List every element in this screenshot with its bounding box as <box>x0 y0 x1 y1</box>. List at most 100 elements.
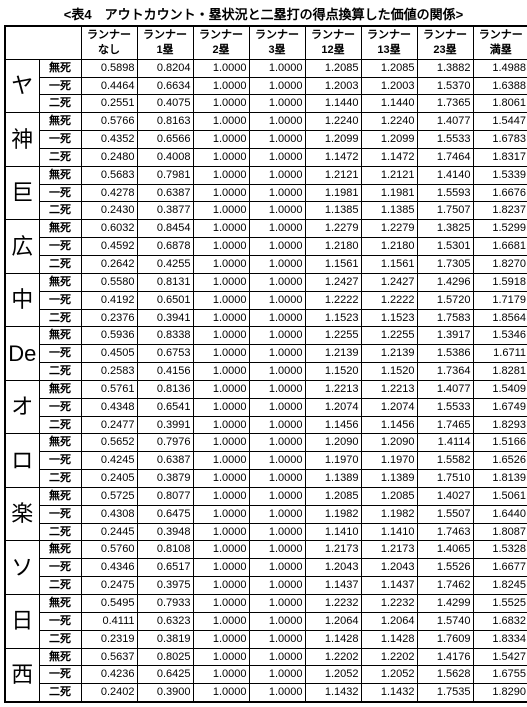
value-cell: 1.0000 <box>193 612 249 630</box>
value-cell: 1.8564 <box>473 309 527 327</box>
outs-label: 一死 <box>39 184 81 202</box>
value-cell: 1.0000 <box>193 184 249 202</box>
value-cell: 1.6677 <box>473 559 527 577</box>
value-cell: 1.5339 <box>473 166 527 184</box>
value-cell: 1.1410 <box>361 523 417 541</box>
col-header-0: ランナーなし <box>81 26 137 59</box>
value-cell: 0.6634 <box>137 77 193 95</box>
value-cell: 1.2139 <box>361 345 417 363</box>
value-cell: 0.3877 <box>137 202 193 220</box>
value-cell: 0.8025 <box>137 648 193 666</box>
value-cell: 0.4075 <box>137 95 193 113</box>
value-cell: 1.0000 <box>193 470 249 488</box>
value-cell: 1.0000 <box>193 487 249 505</box>
value-cell: 1.2064 <box>361 612 417 630</box>
value-cell: 1.8290 <box>473 684 527 702</box>
value-cell: 1.2180 <box>361 238 417 256</box>
value-cell: 1.2279 <box>361 220 417 238</box>
value-cell: 1.0000 <box>249 113 305 131</box>
value-cell: 1.6832 <box>473 612 527 630</box>
value-cell: 1.2213 <box>305 380 361 398</box>
value-cell: 1.4077 <box>417 380 473 398</box>
table-row: 二死0.26420.42551.00001.00001.15611.15611.… <box>5 255 527 273</box>
value-cell: 0.6387 <box>137 184 193 202</box>
value-cell: 0.5580 <box>81 273 137 291</box>
value-cell: 1.0000 <box>193 363 249 381</box>
value-cell: 1.0000 <box>193 113 249 131</box>
value-cell: 1.2222 <box>305 291 361 309</box>
value-cell: 1.1523 <box>305 309 361 327</box>
table-row: 神無死0.57660.81631.00001.00001.22401.22401… <box>5 113 527 131</box>
value-cell: 1.0000 <box>249 148 305 166</box>
value-cell: 1.0000 <box>193 541 249 559</box>
outs-label: 二死 <box>39 684 81 702</box>
value-cell: 0.4352 <box>81 131 137 149</box>
table-row: 一死0.45050.67531.00001.00001.21391.21391.… <box>5 345 527 363</box>
value-cell: 1.4077 <box>417 113 473 131</box>
outs-label: 無死 <box>39 595 81 613</box>
value-cell: 1.8139 <box>473 470 527 488</box>
value-cell: 1.5346 <box>473 327 527 345</box>
value-cell: 1.0000 <box>249 416 305 434</box>
value-cell: 1.8245 <box>473 577 527 595</box>
value-cell: 1.5593 <box>417 184 473 202</box>
value-cell: 1.1970 <box>361 452 417 470</box>
table-row: 楽無死0.57250.80771.00001.00001.20851.20851… <box>5 487 527 505</box>
outs-label: 無死 <box>39 380 81 398</box>
value-cell: 1.5447 <box>473 113 527 131</box>
value-cell: 1.2202 <box>305 648 361 666</box>
value-cell: 1.8270 <box>473 255 527 273</box>
team-label: 中 <box>5 273 39 327</box>
value-cell: 1.8281 <box>473 363 527 381</box>
table-row: 一死0.44640.66341.00001.00001.20031.20031.… <box>5 77 527 95</box>
value-cell: 0.2480 <box>81 148 137 166</box>
value-cell: 1.0000 <box>193 327 249 345</box>
value-cell: 1.8237 <box>473 202 527 220</box>
value-cell: 1.6755 <box>473 666 527 684</box>
data-table: ランナーなしランナー1塁ランナー2塁ランナー3塁ランナー12塁ランナー13塁ラン… <box>4 25 527 703</box>
table-row: 西無死0.56370.80251.00001.00001.22021.22021… <box>5 648 527 666</box>
value-cell: 0.2376 <box>81 309 137 327</box>
value-cell: 1.0000 <box>193 220 249 238</box>
outs-label: 一死 <box>39 612 81 630</box>
value-cell: 1.2043 <box>305 559 361 577</box>
outs-label: 二死 <box>39 255 81 273</box>
outs-label: 一死 <box>39 77 81 95</box>
value-cell: 0.4505 <box>81 345 137 363</box>
header-blank <box>5 26 81 59</box>
value-cell: 0.8131 <box>137 273 193 291</box>
value-cell: 1.5061 <box>473 487 527 505</box>
value-cell: 0.7976 <box>137 434 193 452</box>
table-header: ランナーなしランナー1塁ランナー2塁ランナー3塁ランナー12塁ランナー13塁ラン… <box>5 26 527 59</box>
team-label: ソ <box>5 541 39 595</box>
value-cell: 1.8293 <box>473 416 527 434</box>
table-row: ソ無死0.57600.81081.00001.00001.21731.21731… <box>5 541 527 559</box>
outs-label: 無死 <box>39 220 81 238</box>
value-cell: 1.6711 <box>473 345 527 363</box>
value-cell: 1.6676 <box>473 184 527 202</box>
value-cell: 1.0000 <box>249 238 305 256</box>
value-cell: 0.7933 <box>137 595 193 613</box>
team-label: オ <box>5 380 39 434</box>
value-cell: 0.2430 <box>81 202 137 220</box>
outs-label: 一死 <box>39 666 81 684</box>
value-cell: 1.7464 <box>417 148 473 166</box>
value-cell: 1.2003 <box>361 77 417 95</box>
team-label: De <box>5 327 39 381</box>
outs-label: 二死 <box>39 577 81 595</box>
value-cell: 0.4236 <box>81 666 137 684</box>
table-row: 広無死0.60320.84541.00001.00001.22791.22791… <box>5 220 527 238</box>
outs-label: 二死 <box>39 416 81 434</box>
value-cell: 0.2475 <box>81 577 137 595</box>
value-cell: 1.7365 <box>417 95 473 113</box>
value-cell: 1.1982 <box>305 505 361 523</box>
value-cell: 1.1520 <box>305 363 361 381</box>
value-cell: 1.0000 <box>249 487 305 505</box>
table-row: 一死0.42360.64251.00001.00001.20521.20521.… <box>5 666 527 684</box>
value-cell: 1.1561 <box>361 255 417 273</box>
value-cell: 1.0000 <box>193 345 249 363</box>
value-cell: 1.2180 <box>305 238 361 256</box>
value-cell: 1.5507 <box>417 505 473 523</box>
value-cell: 1.2255 <box>305 327 361 345</box>
value-cell: 1.7305 <box>417 255 473 273</box>
